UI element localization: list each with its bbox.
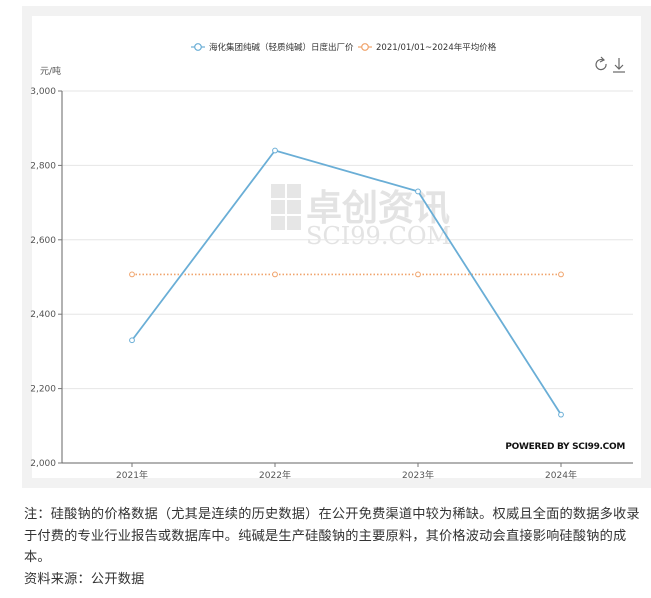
- series-1-point[interactable]: [129, 337, 135, 344]
- download-icon[interactable]: [613, 58, 625, 73]
- y-tick-label: 2,000: [30, 459, 56, 469]
- watermark: 卓创资讯 SCI99.COM: [271, 184, 451, 250]
- chart-panel: [22, 6, 651, 488]
- series-2-point[interactable]: [272, 271, 278, 278]
- x-tick-label: 2024年: [545, 469, 577, 481]
- y-tick-label: 2,200: [30, 385, 56, 395]
- note-text: 注：硅酸钠的价格数据（尤其是连续的历史数据）在公开免费渠道中较为稀缺。权威且全面…: [24, 507, 640, 565]
- series-2-point[interactable]: [129, 271, 135, 278]
- watermark-en: SCI99.COM: [306, 222, 451, 250]
- series-line-1: [131, 149, 562, 416]
- series-layer: [129, 147, 564, 418]
- legend-label-series-1: 海化集团纯碱（轻质纯碱）日度出厂价: [209, 42, 354, 53]
- legend-marker-series-2: [361, 43, 369, 51]
- series-1-point[interactable]: [272, 147, 278, 154]
- y-axis-unit: 元/吨: [40, 65, 61, 77]
- series-2-point[interactable]: [415, 271, 421, 278]
- y-tick-label: 3,000: [30, 87, 56, 97]
- legend: 海化集团纯碱（轻质纯碱）日度出厂价 2021/01/01~2024年平均价格: [191, 42, 497, 53]
- y-tick-label: 2,600: [30, 236, 56, 246]
- watermark-cn: 卓创资讯: [306, 188, 450, 229]
- chart-note: 注：硅酸钠的价格数据（尤其是连续的历史数据）在公开免费渠道中较为稀缺。权威且全面…: [24, 504, 648, 590]
- y-tick-label: 2,800: [30, 161, 56, 171]
- x-tick-label: 2023年: [402, 469, 434, 481]
- y-axis-ticks: 3,000 2,800 2,600 2,400 2,200 2,000: [30, 87, 62, 469]
- watermark-logo-icon: [271, 184, 301, 230]
- x-tick-label: 2021年: [116, 469, 148, 481]
- legend-label-series-2: 2021/01/01~2024年平均价格: [376, 42, 497, 53]
- line-chart: 卓创资讯 SCI99.COM 海化集团纯碱（轻质纯碱）日度出厂价 2021/01…: [30, 42, 633, 481]
- series-2-point[interactable]: [558, 271, 564, 278]
- x-tick-label: 2022年: [259, 469, 291, 481]
- refresh-icon[interactable]: [595, 56, 607, 71]
- x-axis-ticks: 2021年 2022年 2023年 2024年: [116, 463, 577, 481]
- powered-by: POWERED BY SCI99.COM: [505, 442, 625, 452]
- source-text: 资料来源：公开数据: [24, 571, 145, 587]
- grid: [61, 90, 633, 464]
- legend-item-series-2[interactable]: 2021/01/01~2024年平均价格: [358, 42, 497, 53]
- y-tick-label: 2,400: [30, 310, 56, 320]
- legend-item-series-1[interactable]: 海化集团纯碱（轻质纯碱）日度出厂价: [191, 42, 354, 53]
- series-1-point[interactable]: [415, 188, 421, 195]
- legend-marker-series-1: [194, 43, 202, 51]
- series-1-point[interactable]: [558, 411, 564, 418]
